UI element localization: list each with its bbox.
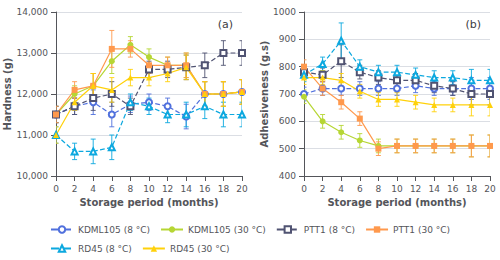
svg-text:900: 900: [279, 34, 296, 44]
svg-text:RD45 (8 °C): RD45 (8 °C): [78, 244, 132, 254]
svg-text:14: 14: [428, 184, 440, 194]
svg-text:14: 14: [180, 184, 192, 194]
svg-text:700: 700: [279, 89, 296, 99]
svg-text:Storage period (months): Storage period (months): [79, 197, 218, 208]
svg-text:11,000: 11,000: [17, 130, 49, 140]
svg-text:10,000: 10,000: [17, 171, 49, 181]
svg-text:18: 18: [466, 184, 478, 194]
svg-text:6: 6: [109, 184, 115, 194]
svg-text:13,000: 13,000: [17, 48, 49, 58]
svg-text:18: 18: [218, 184, 230, 194]
svg-text:800: 800: [279, 62, 296, 72]
svg-text:KDML105 (8 °C): KDML105 (8 °C): [78, 225, 150, 235]
svg-text:4: 4: [90, 184, 96, 194]
svg-text:600: 600: [279, 116, 296, 126]
svg-text:12,000: 12,000: [17, 89, 49, 99]
svg-text:Hardness (g): Hardness (g): [2, 58, 13, 131]
svg-text:PTT1 (30 °C): PTT1 (30 °C): [393, 225, 450, 235]
svg-text:2: 2: [320, 184, 326, 194]
svg-text:20: 20: [484, 184, 496, 194]
svg-text:400: 400: [279, 171, 296, 181]
svg-text:KDML105 (30 °C): KDML105 (30 °C): [188, 225, 266, 235]
svg-text:(b): (b): [465, 18, 481, 31]
svg-text:4: 4: [338, 184, 344, 194]
svg-text:16: 16: [199, 184, 211, 194]
svg-text:500: 500: [279, 144, 296, 154]
svg-text:0: 0: [301, 184, 307, 194]
svg-text:20: 20: [236, 184, 248, 194]
svg-text:6: 6: [357, 184, 363, 194]
svg-text:8: 8: [376, 184, 382, 194]
svg-text:PTT1 (8 °C): PTT1 (8 °C): [304, 225, 355, 235]
svg-text:(a): (a): [218, 18, 233, 31]
svg-text:Storage period (months): Storage period (months): [327, 197, 466, 208]
svg-text:14,000: 14,000: [17, 7, 49, 17]
svg-text:RD45 (30 °C): RD45 (30 °C): [170, 244, 230, 254]
svg-text:Adhesiveness (g.s): Adhesiveness (g.s): [259, 41, 270, 148]
svg-text:12: 12: [410, 184, 421, 194]
svg-text:8: 8: [128, 184, 134, 194]
svg-text:16: 16: [447, 184, 459, 194]
svg-text:12: 12: [162, 184, 173, 194]
svg-text:1000: 1000: [273, 7, 296, 17]
svg-text:2: 2: [72, 184, 78, 194]
svg-text:0: 0: [53, 184, 59, 194]
svg-text:10: 10: [391, 184, 403, 194]
svg-text:10: 10: [143, 184, 155, 194]
